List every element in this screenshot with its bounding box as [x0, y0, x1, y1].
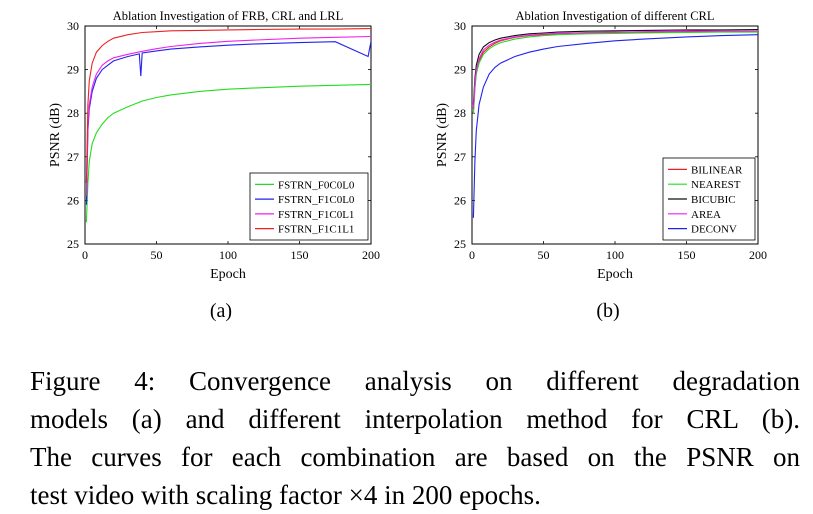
- series-line-area: [472, 30, 758, 109]
- caption-line: test video with scaling factor ×4 in 200…: [30, 480, 541, 510]
- series-line-bicubic: [472, 28, 758, 105]
- subfigure-label-a: (a): [209, 300, 233, 322]
- x-axis-label: Epoch: [597, 267, 633, 282]
- chart-b: 0 50 100 150 200 25 26 27 28 29 30 Ablation Investi…: [435, 9, 767, 282]
- series-line-fstrn_f1c0l1: [85, 35, 371, 197]
- x-tick-label: 200: [749, 248, 767, 262]
- y-axis-label: PSNR (dB): [48, 103, 63, 168]
- y-tick-label: 26: [67, 193, 79, 207]
- x-tick-label: 50: [151, 248, 163, 262]
- y-tick-label: 30: [454, 19, 466, 33]
- y-tick-label: 28: [67, 106, 79, 120]
- y-axis-label: PSNR (dB): [435, 103, 450, 168]
- y-tick-label: 27: [67, 150, 79, 164]
- chart-a: 0 50 100 150 200 25 26 27 28 29 30 Ablation Investi…: [48, 9, 380, 282]
- series-line-nearest: [472, 31, 758, 114]
- y-tick-label: 30: [67, 19, 79, 33]
- y-tick-label: 29: [454, 63, 466, 77]
- series-line-fstrn_f1c1l1: [85, 28, 371, 184]
- legend-label: FSTRN_F1C0L1: [278, 209, 354, 221]
- figure-canvas: 0 50 100 150 200 25 26 27 28 29 30 Ablation Investi…: [48, 9, 767, 282]
- x-tick-label: 200: [362, 248, 380, 262]
- legend-label: FSTRN_F1C1L1: [278, 224, 354, 236]
- series-line-deconv: [472, 34, 758, 218]
- x-tick-label: 100: [219, 248, 237, 262]
- caption-line: models (a) and different interpolation m…: [30, 404, 800, 434]
- legend-label: FSTRN_F1C0L0: [278, 194, 355, 206]
- legend-label: NEAREST: [691, 179, 741, 191]
- x-axis-label: Epoch: [210, 267, 246, 282]
- series-line-fstrn_f0c0l0: [85, 83, 371, 223]
- legend-label: FSTRN_F0C0L0: [278, 179, 355, 191]
- x-tick-label: 0: [82, 248, 88, 262]
- x-tick-label: 50: [538, 248, 550, 262]
- x-tick-label: 150: [678, 248, 696, 262]
- x-tick-label: 100: [606, 248, 624, 262]
- x-tick-label: 0: [469, 248, 475, 262]
- legend-label: BICUBIC: [691, 194, 736, 206]
- y-tick-label: 25: [454, 237, 466, 251]
- series-line-fstrn_f1c0l0: [85, 41, 371, 205]
- y-tick-label: 29: [67, 63, 79, 77]
- legend-label: AREA: [691, 209, 721, 221]
- x-tick-label: 150: [291, 248, 309, 262]
- y-tick-label: 28: [454, 106, 466, 120]
- y-tick-label: 25: [67, 237, 79, 251]
- chart-title: Ablation Investigation of different CRL: [515, 9, 714, 23]
- legend-label: DECONV: [691, 224, 737, 236]
- caption-line: Figure 4: Convergence analysis on differ…: [30, 366, 800, 396]
- y-tick-label: 27: [454, 150, 466, 164]
- chart-title: Ablation Investigation of FRB, CRL and L…: [113, 9, 343, 23]
- caption-line: The curves for each combination are base…: [30, 442, 800, 472]
- figure-caption: Figure 4: Convergence analysis on differ…: [30, 362, 800, 514]
- legend-label: BILINEAR: [691, 164, 743, 176]
- y-tick-label: 26: [454, 193, 466, 207]
- subfigure-label-b: (b): [596, 300, 620, 322]
